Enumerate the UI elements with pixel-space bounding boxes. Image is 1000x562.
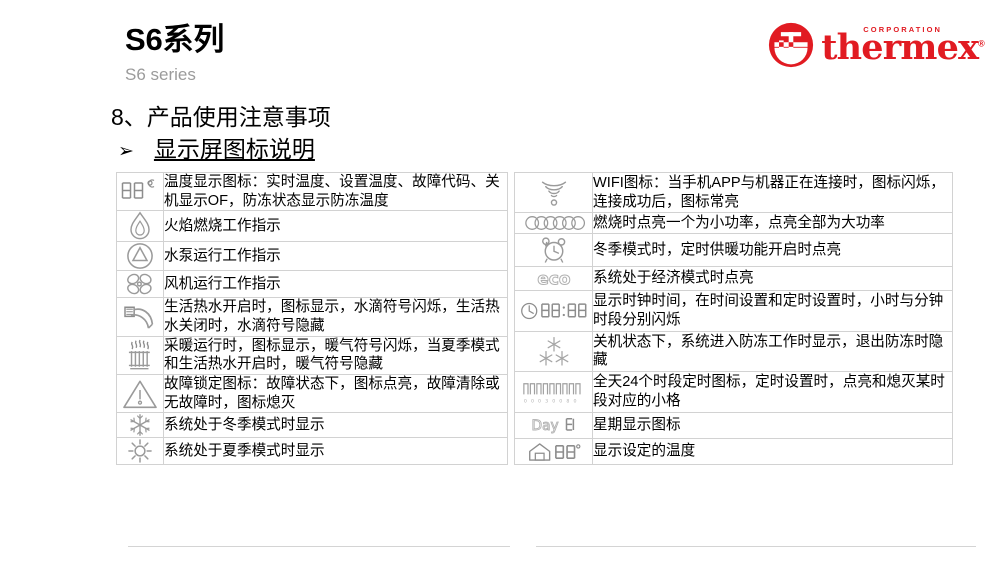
page-subtitle: S6 series: [125, 65, 196, 84]
svg-text:0: 0: [523, 398, 526, 404]
svg-text:0: 0: [573, 398, 576, 404]
icon-legend-tables: 温度显示图标：实时温度、设置温度、故障代码、关机显示OF，防冻状态显示防冻温度 …: [116, 171, 953, 466]
table-row: 关机状态下，系统进入防冻工作时显示，退出防冻时隐藏: [514, 330, 953, 373]
icon-description: 系统处于夏季模式时显示: [163, 437, 508, 466]
shower-faucet-icon: [116, 297, 164, 337]
table-row: Day 星期显示图标: [514, 411, 953, 439]
clock-time-display-icon: [514, 290, 593, 332]
subsection-heading-label: 显示屏图标说明: [153, 136, 315, 162]
table-row: 显示时钟时间，在时间设置和定时设置时，小时与分钟时段分别闪烁: [514, 290, 953, 332]
right-icon-table: WIFI图标：当手机APP与机器正在连接时，图标闪烁，连接成功后，图标常亮: [514, 171, 953, 466]
footer-rule-right: [536, 546, 976, 547]
table-row: 系统处于冬季模式时显示: [116, 412, 508, 439]
burner-power-bars-icon: [514, 212, 593, 235]
section-heading: 8、产品使用注意事项: [111, 104, 331, 130]
icon-description: 燃烧时点亮一个为小功率，点亮全部为大功率: [592, 212, 953, 235]
snowflake-icon: [116, 412, 164, 439]
table-row: 风机运行工作指示: [116, 270, 508, 299]
icon-description: WIFI图标：当手机APP与机器正在连接时，图标闪烁，连接成功后，图标常亮: [592, 171, 953, 214]
icon-description: 风机运行工作指示: [163, 270, 508, 299]
flame-icon: [116, 210, 164, 243]
svg-text:0: 0: [530, 398, 533, 404]
registered-trademark-icon: ®: [978, 38, 985, 49]
icon-description: 显示设定的温度: [592, 437, 953, 466]
table-row: eco 系统处于经济模式时点亮: [514, 265, 953, 292]
arrow-bullet-icon: ➢: [118, 141, 134, 162]
table-row: 温度显示图标：实时温度、设置温度、故障代码、关机显示OF，防冻状态显示防冻温度: [116, 171, 508, 212]
footer-rule-left: [128, 546, 510, 547]
brand-name: thermex®: [821, 27, 985, 69]
triple-snowflake-antifreeze-icon: [514, 330, 593, 373]
brand-logo: CORPORATION thermex®: [768, 22, 985, 69]
icon-description: 水泵运行工作指示: [163, 241, 508, 272]
icon-description: 采暖运行时，图标显示，暖气符号闪烁，当夏季模式和生活热水开启时，暖气符号隐藏: [163, 335, 508, 376]
left-icon-table: 温度显示图标：实时温度、设置温度、故障代码、关机显示OF，防冻状态显示防冻温度 …: [116, 171, 508, 466]
icon-description: 系统处于冬季模式时显示: [163, 412, 508, 439]
icon-description: 生活热水开启时，图标显示，水滴符号闪烁，生活热水关闭时，水滴符号隐藏: [163, 297, 508, 337]
svg-text:0: 0: [559, 398, 562, 404]
table-row: 水泵运行工作指示: [116, 241, 508, 272]
svg-text:3: 3: [545, 398, 548, 404]
table-row: 冬季模式时，定时供暖功能开启时点亮: [514, 233, 953, 267]
fan-icon: [116, 270, 164, 299]
icon-description: 火焰燃烧工作指示: [163, 210, 508, 243]
table-row: 故障锁定图标：故障状态下，图标点亮，故障清除或无故障时，图标熄灭: [116, 374, 508, 414]
svg-text:0: 0: [552, 398, 555, 404]
icon-description: 星期显示图标: [592, 411, 953, 439]
subsection-heading: ➢ 显示屏图标说明: [118, 136, 315, 163]
brand-corporation-label: CORPORATION: [863, 25, 943, 35]
table-row: 显示设定的温度: [514, 437, 953, 466]
table-row: 采暖运行时，图标显示，暖气符号闪烁，当夏季模式和生活热水开启时，暖气符号隐藏: [116, 335, 508, 376]
thermex-mark-icon: [769, 22, 814, 68]
icon-description: 系统处于经济模式时点亮: [592, 265, 953, 292]
svg-text:8: 8: [566, 398, 569, 404]
svg-text:eco: eco: [537, 268, 570, 288]
table-row: 系统处于夏季模式时显示: [116, 437, 508, 466]
house-set-temperature-icon: [514, 437, 593, 466]
water-pump-icon: [116, 241, 164, 272]
icon-description: 显示时钟时间，在时间设置和定时设置时，小时与分钟时段分别闪烁: [592, 290, 953, 332]
table-row: 火焰燃烧工作指示: [116, 210, 508, 243]
seven-segment-temperature-icon: [116, 171, 164, 212]
icon-description: 温度显示图标：实时温度、设置温度、故障代码、关机显示OF，防冻状态显示防冻温度: [163, 171, 508, 212]
day-of-week-icon: Day: [514, 411, 593, 439]
warning-triangle-icon: [116, 374, 164, 414]
icon-description: 关机状态下，系统进入防冻工作时显示，退出防冻时隐藏: [592, 330, 953, 373]
page-title: S6系列: [125, 22, 225, 57]
alarm-clock-icon: [514, 233, 593, 267]
eco-icon: eco: [514, 265, 593, 292]
icon-description: 全天24个时段定时图标，定时设置时，点亮和熄灭某时段对应的小格: [592, 371, 953, 413]
sun-icon: [116, 437, 164, 466]
wifi-icon: [514, 171, 593, 214]
table-row: WIFI图标：当手机APP与机器正在连接时，图标闪烁，连接成功后，图标常亮: [514, 171, 953, 214]
svg-text:0: 0: [538, 398, 541, 404]
radiator-icon: [116, 335, 164, 376]
icon-description: 冬季模式时，定时供暖功能开启时点亮: [592, 233, 953, 267]
svg-text:Day: Day: [531, 418, 558, 434]
table-row: 生活热水开启时，图标显示，水滴符号闪烁，生活热水关闭时，水滴符号隐藏: [116, 297, 508, 337]
icon-description: 故障锁定图标：故障状态下，图标点亮，故障清除或无故障时，图标熄灭: [163, 374, 508, 414]
table-row: 燃烧时点亮一个为小功率，点亮全部为大功率: [514, 212, 953, 235]
